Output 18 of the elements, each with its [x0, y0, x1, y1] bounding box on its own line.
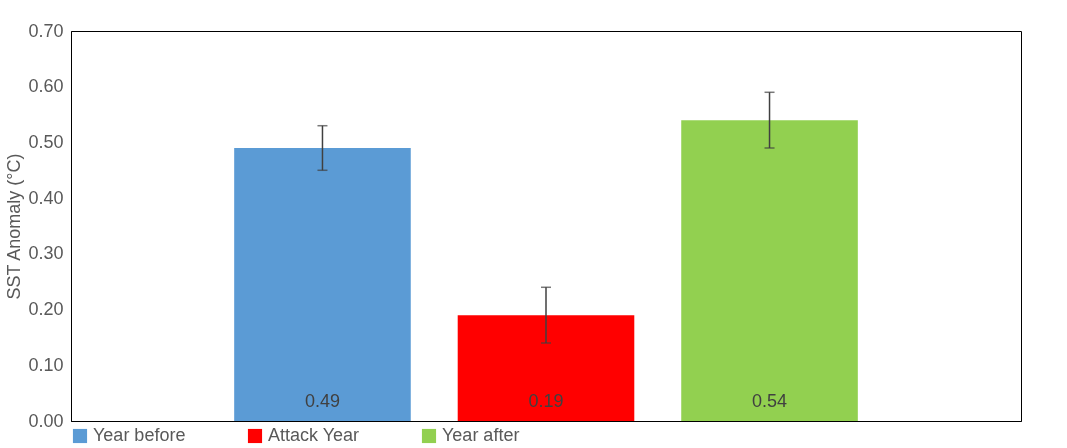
y-tick-label: 0.00 — [28, 410, 64, 431]
bar — [457, 315, 635, 421]
y-tick-label: 0.20 — [28, 299, 64, 320]
bar — [681, 120, 858, 421]
legend-label: Attack Year — [268, 425, 360, 445]
data-label: 0.54 — [752, 391, 788, 411]
y-tick-label: 0.40 — [28, 187, 64, 208]
y-tick-label: 0.10 — [28, 354, 64, 375]
data-label: 0.19 — [528, 391, 564, 411]
y-tick-label: 0.30 — [28, 243, 64, 264]
legend-label: Year before — [93, 425, 186, 445]
bar — [234, 148, 411, 421]
y-tick-label: 0.60 — [28, 76, 64, 97]
data-label: 0.49 — [304, 391, 340, 411]
y-tick-label: 0.50 — [28, 131, 64, 152]
y-axis-title: SST Anomaly (°C) — [4, 153, 25, 300]
legend-label: Year after — [442, 425, 520, 445]
y-tick-label: 0.70 — [28, 20, 64, 41]
